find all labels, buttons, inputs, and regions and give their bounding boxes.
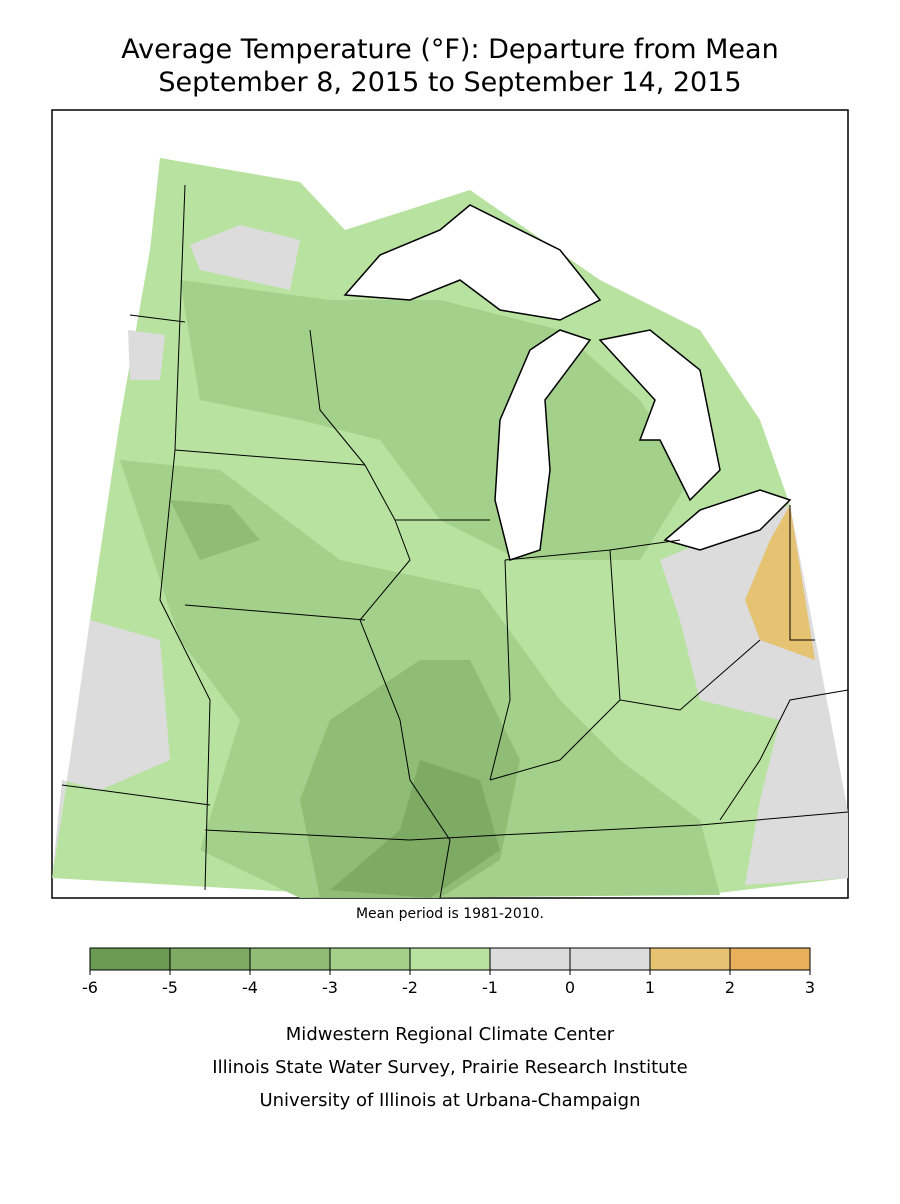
legend-bin (649, 947, 731, 971)
title-line: September 8, 2015 to September 14, 2015 (158, 67, 741, 98)
legend-tick-label: 3 (805, 978, 815, 997)
legend-bin (569, 947, 651, 971)
legend-tick-label: 0 (565, 978, 575, 997)
note: Mean period is 1981-2010. (356, 906, 544, 922)
credit: University of Illinois at Urbana-Champai… (259, 1090, 640, 1111)
credit: Midwestern Regional Climate Center (286, 1024, 615, 1045)
legend-tick-label: -2 (402, 978, 418, 997)
legend-tick-label: -3 (322, 978, 338, 997)
legend-bin (249, 947, 331, 971)
legend-bin (489, 947, 571, 971)
title-line: Average Temperature (°F): Departure from… (121, 34, 778, 65)
legend-tick-label: -6 (82, 978, 98, 997)
legend-bin (89, 947, 171, 971)
legend-bin (169, 947, 251, 971)
legend: -6 -5 -4 -3 -2 -1 0 1 2 3 (82, 947, 815, 997)
legend-bin (329, 947, 411, 971)
legend-tick-label: -1 (482, 978, 498, 997)
legend-tick-label: -5 (162, 978, 178, 997)
legend-tick-label: 2 (725, 978, 735, 997)
legend-bin (729, 947, 811, 971)
legend-bin (409, 947, 491, 971)
map (51, 109, 849, 899)
legend-tick-label: 1 (645, 978, 655, 997)
credit: Illinois State Water Survey, Prairie Res… (212, 1057, 687, 1078)
legend-tick-label: -4 (242, 978, 258, 997)
